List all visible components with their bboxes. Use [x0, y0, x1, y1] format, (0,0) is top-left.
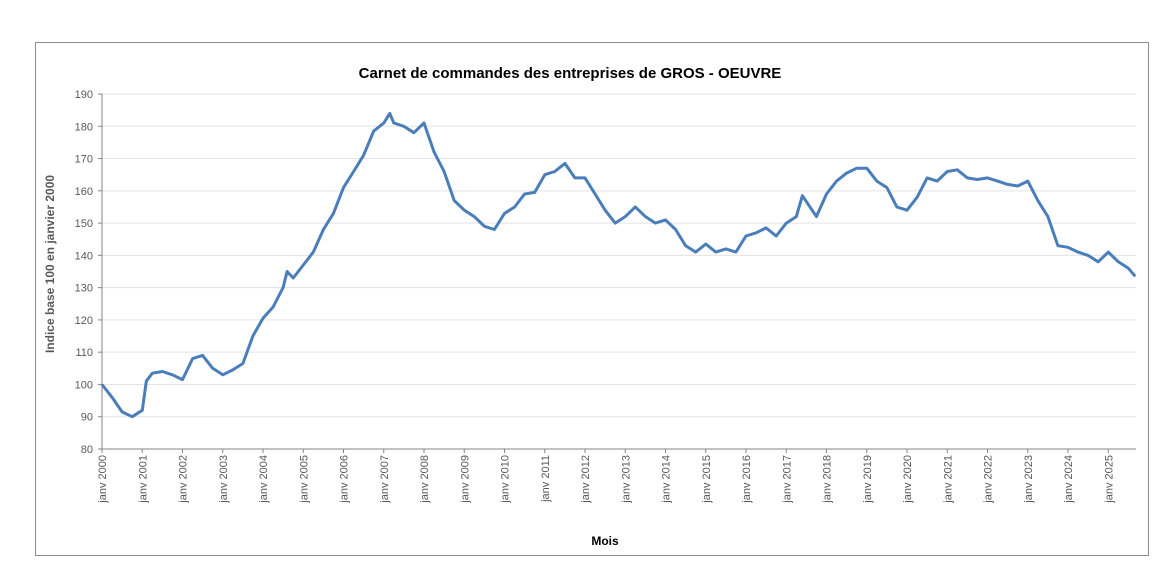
y-tick-label: 120	[75, 315, 93, 327]
y-tick-label: 140	[75, 250, 93, 262]
y-tick-label: 190	[75, 89, 93, 101]
x-tick-label: janv 2003	[218, 455, 230, 504]
series-line	[100, 111, 1137, 419]
x-tick-label: janv 2021	[942, 455, 954, 504]
y-tick-label: 160	[75, 186, 93, 198]
x-tick-label: janv 2020	[902, 455, 914, 504]
x-tick-label: janv 2012	[580, 455, 592, 504]
x-tick-label: janv 2006	[339, 455, 351, 504]
x-tick-label: janv 2011	[540, 455, 552, 503]
x-tick-label: janv 2015	[701, 455, 713, 504]
x-tick-label: janv 2000	[97, 455, 109, 504]
x-tick-label: janv 2014	[661, 455, 673, 504]
x-tick-label: janv 2024	[1063, 455, 1075, 504]
x-tick-label: janv 2025	[1103, 455, 1115, 504]
x-tick-label: janv 2007	[379, 455, 391, 504]
y-tick-label: 180	[75, 121, 93, 133]
x-tick-label: janv 2018	[822, 455, 834, 504]
x-tick-label: janv 2002	[178, 455, 190, 504]
x-tick-label: janv 2022	[983, 455, 995, 504]
y-tick-label: 100	[75, 379, 93, 391]
y-axis-label: Indice base 100 en janvier 2000	[43, 175, 57, 353]
y-tick-label: 80	[81, 444, 93, 456]
x-tick-label: janv 2016	[741, 455, 753, 504]
y-tick-label: 150	[75, 218, 93, 230]
x-tick-label: janv 2005	[298, 455, 310, 504]
x-axis-label: Mois	[591, 534, 619, 548]
y-tick-label: 110	[75, 347, 93, 359]
y-tick-label: 170	[75, 154, 93, 166]
y-tick-label: 90	[81, 412, 93, 424]
x-tick-label: janv 2001	[137, 455, 149, 504]
x-tick-label: janv 2023	[1023, 455, 1035, 504]
chart-title: Carnet de commandes des entreprises de G…	[359, 65, 782, 82]
x-tick-label: janv 2009	[459, 455, 471, 504]
x-tick-label: janv 2019	[862, 455, 874, 504]
x-tick-label: janv 2004	[258, 455, 270, 504]
chart-frame	[35, 42, 1149, 556]
x-tick-label: janv 2013	[620, 455, 632, 504]
x-tick-label: janv 2017	[781, 455, 793, 504]
x-tick-label: janv 2010	[500, 455, 512, 504]
x-tick-label: janv 2008	[419, 455, 431, 504]
y-tick-label: 130	[75, 283, 93, 295]
